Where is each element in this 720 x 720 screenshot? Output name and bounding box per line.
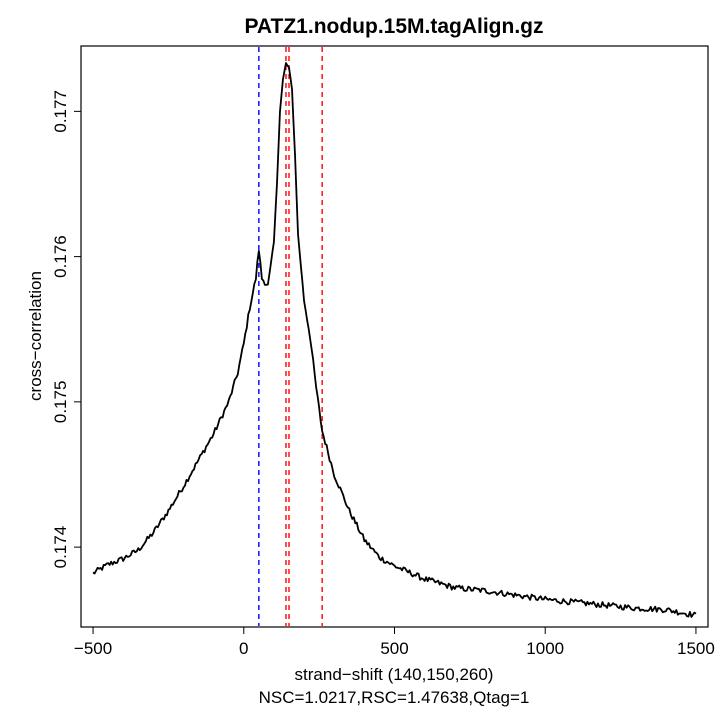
chart-subtitle: NSC=1.0217,RSC=1.47638,Qtag=1 xyxy=(259,688,530,707)
y-axis-label: cross−correlation xyxy=(26,271,45,401)
plot-frame xyxy=(80,45,709,628)
reference-lines xyxy=(258,47,323,626)
series-line xyxy=(92,62,697,618)
x-axis: −500 0 500 1000 1500 xyxy=(74,626,715,658)
y-axis: 0.174 0.175 0.176 0.177 xyxy=(51,90,82,569)
x-axis-label: strand−shift (140,150,260) xyxy=(295,665,494,684)
y-tick-label: 0.174 xyxy=(51,526,70,569)
x-tick-label: 0 xyxy=(239,639,248,658)
x-tick-label: −500 xyxy=(74,639,112,658)
series-group xyxy=(92,62,697,618)
x-tick-label: 500 xyxy=(380,639,408,658)
y-tick-label: 0.176 xyxy=(51,235,70,278)
y-tick-label: 0.177 xyxy=(51,90,70,133)
chart-title: PATZ1.nodup.15M.tagAlign.gz xyxy=(244,15,543,38)
x-tick-label: 1000 xyxy=(526,639,564,658)
y-tick-label: 0.175 xyxy=(51,381,70,424)
x-tick-label: 1500 xyxy=(677,639,715,658)
